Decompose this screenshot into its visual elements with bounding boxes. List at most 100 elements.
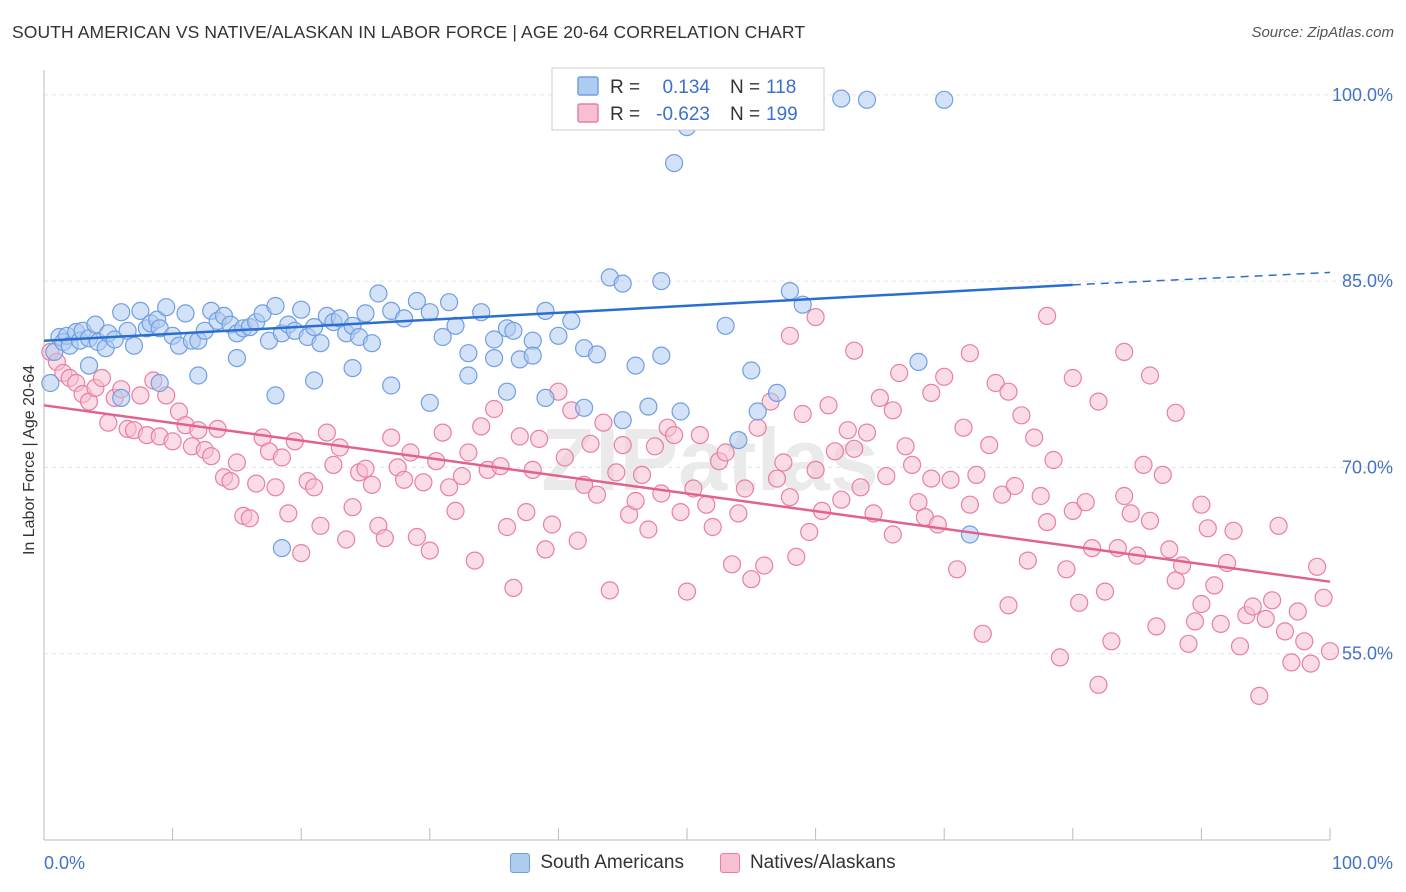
natives-point: [851, 478, 870, 497]
trend-lines: [43, 271, 1331, 583]
natives-point: [896, 437, 915, 456]
natives-point: [227, 453, 246, 472]
south-americans-point: [780, 282, 800, 301]
south-americans-point: [613, 274, 632, 293]
south-americans-point: [266, 296, 285, 316]
natives-point: [485, 399, 504, 419]
natives-point: [1262, 591, 1282, 610]
natives-point: [529, 429, 549, 448]
natives-point: [787, 547, 806, 566]
south-americans-point: [79, 356, 99, 375]
natives-point: [986, 373, 1005, 393]
natives-point: [806, 460, 825, 479]
south-americans-point: [369, 284, 388, 303]
south-americans-point: [485, 349, 504, 368]
natives-point: [1230, 637, 1250, 656]
natives-point: [189, 421, 208, 440]
natives-point: [131, 386, 150, 405]
trend-line-south-americans-extension: [1072, 271, 1331, 286]
y-tick-label-1: 70.0%: [1342, 457, 1393, 477]
natives-point: [1166, 403, 1185, 422]
south-americans-point: [742, 361, 761, 380]
natives-point: [1269, 516, 1288, 535]
natives-point: [382, 428, 401, 447]
natives-point: [375, 529, 394, 548]
legend-r-value-1: 0.134: [662, 77, 710, 98]
natives-point: [440, 478, 459, 497]
natives-point: [1301, 654, 1320, 673]
south-americans-point: [909, 352, 928, 371]
natives-point: [266, 478, 285, 497]
south-americans-point: [536, 388, 555, 407]
natives-point: [523, 460, 542, 479]
south-americans-point: [227, 349, 246, 368]
natives-point: [414, 473, 433, 492]
natives-point: [928, 515, 947, 534]
natives-point: [395, 470, 414, 489]
source-label: Source: ZipAtlas.com: [1251, 24, 1394, 41]
natives-point: [427, 452, 446, 471]
south-americans-point: [626, 356, 645, 375]
south-americans-point: [523, 346, 542, 365]
natives-point: [497, 517, 517, 537]
natives-point: [1192, 495, 1211, 514]
natives-point: [690, 426, 710, 445]
natives-point: [613, 436, 632, 455]
south-americans-point: [112, 388, 131, 407]
south-americans-point: [420, 303, 439, 322]
natives-point: [1211, 614, 1230, 634]
natives-point: [735, 479, 755, 498]
natives-point: [1295, 632, 1314, 651]
x-tick-labels: 0.0% 100.0%: [44, 853, 1393, 873]
natives-point: [324, 455, 343, 474]
natives-point: [517, 502, 536, 522]
natives-point: [337, 530, 356, 549]
natives-point: [1095, 582, 1115, 601]
south-americans-point: [504, 321, 523, 340]
natives-point: [845, 439, 864, 458]
south-americans-point: [433, 327, 452, 347]
natives-point: [857, 423, 877, 442]
legend-item-south-americans[interactable]: South Americans: [510, 852, 684, 874]
natives-point: [677, 582, 697, 601]
natives-point: [600, 581, 619, 600]
natives-point: [221, 472, 240, 491]
south-americans-point: [112, 303, 131, 322]
natives-point: [1320, 642, 1340, 661]
natives-point: [922, 383, 941, 402]
natives-point: [954, 418, 973, 437]
legend-item-natives[interactable]: Natives/Alaskans: [719, 852, 896, 874]
natives-point: [999, 596, 1018, 615]
natives-point: [1102, 632, 1121, 651]
south-americans-point: [157, 298, 176, 317]
legend-swatch-natives: [577, 103, 599, 123]
south-americans-point: [105, 330, 124, 349]
legend-r-value-2: -0.623: [656, 104, 710, 125]
natives-point: [1050, 648, 1070, 667]
south-americans-point: [124, 336, 144, 355]
south-americans-point: [272, 538, 291, 558]
natives-point: [780, 488, 800, 507]
natives-point: [793, 404, 812, 424]
natives-point: [729, 504, 748, 523]
natives-point: [960, 495, 980, 514]
natives-point: [401, 443, 420, 462]
south-americans-point: [459, 344, 478, 363]
natives-point: [645, 437, 665, 456]
natives-point: [99, 413, 118, 432]
legend-n-label-1: N =: [730, 77, 760, 98]
south-americans-point: [485, 330, 504, 349]
south-americans-point: [266, 386, 285, 405]
natives-point: [163, 432, 182, 451]
south-americans-point: [652, 346, 671, 365]
south-americans-point: [960, 525, 980, 544]
natives-point: [774, 453, 793, 472]
natives-point: [1070, 593, 1089, 612]
natives-point: [240, 509, 259, 528]
natives-point: [716, 443, 735, 462]
natives-point: [980, 436, 999, 455]
natives-point: [992, 485, 1012, 504]
natives-point: [1121, 504, 1140, 523]
south-americans-point: [41, 373, 60, 393]
